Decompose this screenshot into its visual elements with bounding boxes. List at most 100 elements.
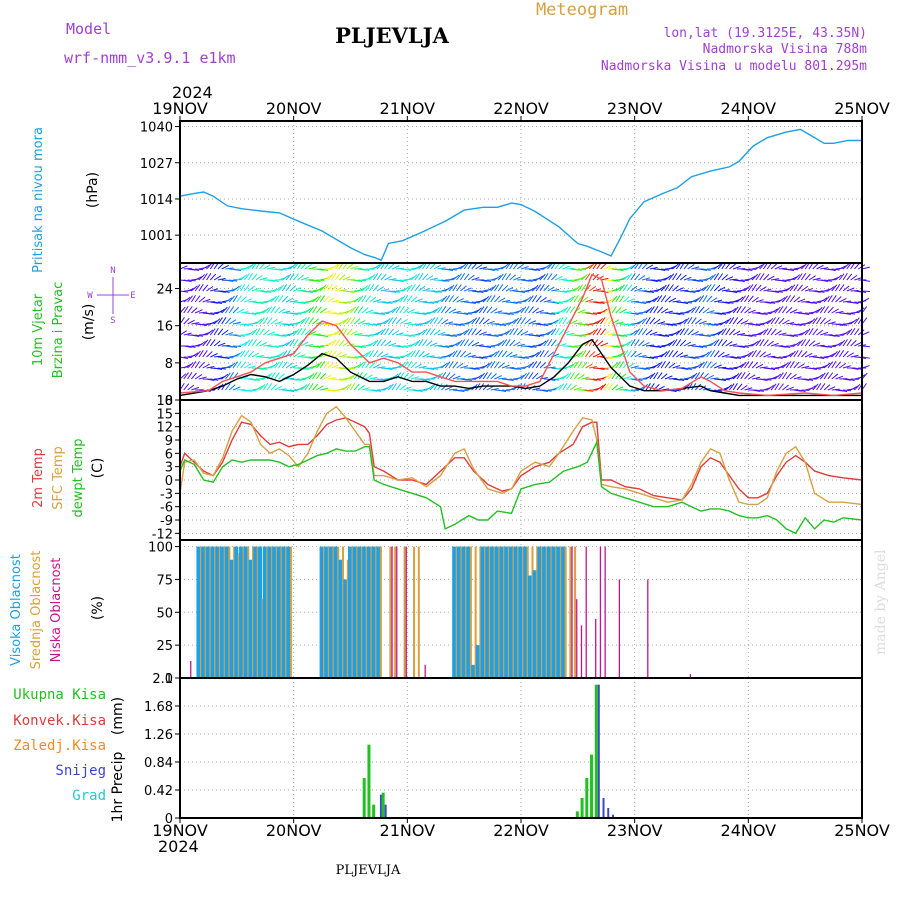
wind-barb bbox=[498, 297, 506, 303]
wind-barb bbox=[331, 364, 340, 369]
wind-barb bbox=[763, 328, 769, 336]
wind-barb bbox=[274, 268, 283, 272]
wind-barb bbox=[221, 329, 229, 336]
wind-barb bbox=[300, 328, 307, 336]
x-tick-label-top: 21NOV bbox=[380, 99, 436, 118]
wind-barb bbox=[426, 301, 435, 305]
wind-barb bbox=[687, 317, 693, 325]
wind-barb bbox=[751, 273, 759, 281]
x-tick-label-bottom: 24NOV bbox=[721, 821, 777, 840]
wind-ylabel-2: Brzina i Pravac bbox=[51, 282, 66, 379]
wind-barb bbox=[475, 307, 482, 314]
snow-precip-bar bbox=[611, 814, 614, 818]
wind-barb bbox=[816, 373, 824, 380]
wind-barb bbox=[240, 341, 248, 347]
wind-barb bbox=[619, 361, 625, 369]
mid-cloud-bar bbox=[209, 546, 212, 678]
wind-barb bbox=[588, 262, 595, 270]
wind-barb bbox=[357, 306, 364, 314]
wind-barb bbox=[694, 296, 702, 303]
wind-barb bbox=[793, 376, 802, 380]
wind-barb bbox=[516, 317, 522, 325]
wind-barb bbox=[225, 267, 234, 270]
high-cloud-bar bbox=[523, 546, 528, 678]
wind-barb bbox=[369, 340, 377, 347]
wind-barb bbox=[660, 284, 667, 292]
wind-barb bbox=[285, 297, 294, 303]
wind-barb bbox=[388, 328, 394, 336]
wind-barb bbox=[755, 350, 762, 358]
cloud-ytick-label: 50 bbox=[156, 606, 173, 621]
high-cloud-bar bbox=[201, 546, 206, 678]
wind-barb bbox=[774, 382, 780, 391]
precip-legend-total: Ukupna Kisa bbox=[13, 687, 106, 703]
wind-barb bbox=[478, 306, 485, 314]
pressure-series-line bbox=[179, 128, 862, 262]
wind-barb bbox=[528, 372, 534, 380]
wind-barb bbox=[373, 363, 381, 369]
wind-barb bbox=[429, 317, 436, 325]
wind-barb bbox=[388, 278, 397, 281]
wind-barb bbox=[645, 307, 653, 314]
wind-barb bbox=[816, 356, 825, 360]
wind-barb bbox=[759, 366, 768, 369]
wind-barb bbox=[577, 275, 586, 281]
low-cloud-bar bbox=[647, 579, 649, 678]
wind-barb bbox=[524, 318, 532, 325]
wind-barb bbox=[312, 296, 319, 303]
wind-ylabel-1: 10m Vjetar bbox=[31, 293, 46, 366]
wind-barb bbox=[198, 361, 205, 369]
wind-barb bbox=[645, 356, 654, 360]
wind-barb bbox=[494, 275, 502, 281]
wind-barb bbox=[304, 290, 313, 294]
wind-barb bbox=[380, 301, 389, 304]
wind-barb bbox=[183, 306, 189, 314]
wind-barb bbox=[414, 389, 423, 393]
wind-barb bbox=[263, 290, 272, 294]
high-cloud-bar bbox=[542, 546, 547, 678]
wind-barb bbox=[702, 307, 710, 314]
wind-barb bbox=[418, 329, 426, 336]
wind-barb bbox=[710, 297, 718, 303]
wind-barb bbox=[827, 353, 836, 358]
wind-barb bbox=[611, 345, 620, 349]
snow-precip-bar bbox=[384, 804, 387, 818]
year-top: 2024 bbox=[172, 83, 213, 102]
wind-unit: (m/s) bbox=[81, 304, 97, 341]
wind-barb bbox=[259, 317, 265, 325]
wind-barb bbox=[751, 350, 757, 358]
wind-barb bbox=[391, 383, 397, 391]
wind-barb bbox=[505, 378, 514, 382]
wind-barb bbox=[755, 389, 764, 392]
wind-barb bbox=[513, 301, 522, 304]
wind-barb bbox=[437, 383, 443, 391]
wind-barb bbox=[622, 283, 629, 292]
wind-barb bbox=[369, 361, 376, 369]
wind-barb bbox=[255, 318, 263, 325]
high-cloud-bar bbox=[366, 546, 371, 678]
wind-barb bbox=[350, 290, 359, 293]
wind-barb bbox=[615, 295, 621, 303]
wind-barb bbox=[406, 284, 413, 292]
wind-barb bbox=[611, 371, 617, 380]
wind-barb bbox=[600, 308, 608, 314]
wind-barb bbox=[774, 317, 780, 325]
wind-barb bbox=[676, 352, 684, 358]
wind-barb bbox=[350, 265, 359, 270]
wind-barb bbox=[247, 329, 256, 336]
wind-barb bbox=[619, 334, 628, 337]
wind-barb bbox=[444, 295, 451, 303]
high-cloud-bar bbox=[532, 570, 537, 678]
wind-barb bbox=[543, 284, 550, 292]
wind-barb bbox=[228, 362, 236, 369]
wind-barb bbox=[725, 367, 734, 371]
wind-barb bbox=[414, 339, 421, 347]
wind-barb bbox=[683, 367, 692, 370]
wind-barb bbox=[619, 284, 625, 292]
wind-barb bbox=[710, 273, 717, 281]
wind-barb bbox=[800, 339, 807, 347]
wind-barb bbox=[247, 339, 254, 347]
total-precip-bar bbox=[381, 792, 385, 818]
wind-barb bbox=[782, 372, 788, 380]
wind-barb bbox=[835, 310, 844, 314]
